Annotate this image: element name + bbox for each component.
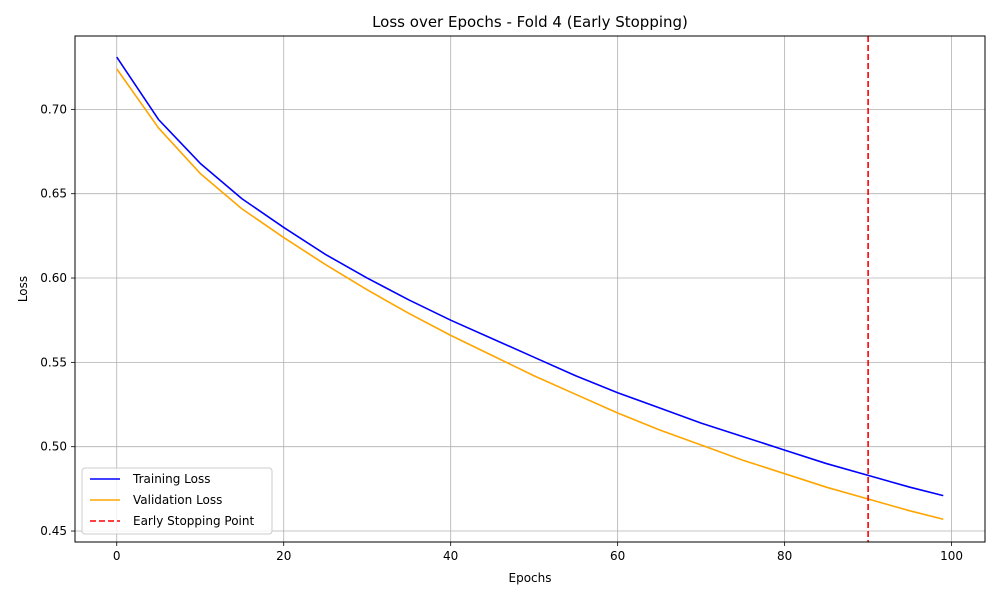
y-tick-label: 0.65 [40,187,67,201]
y-tick-label: 0.50 [40,440,67,454]
x-tick-label: 80 [777,549,792,563]
x-tick-label: 60 [610,549,625,563]
chart-title: Loss over Epochs - Fold 4 (Early Stoppin… [372,13,688,31]
x-tick-label: 100 [940,549,963,563]
tick-layer: 0 20 40 60 80 100 0.45 0.50 0.55 0.60 0.65 0.70 [40,102,963,563]
x-axis-label: Epochs [509,571,552,585]
plot-frame [74,35,986,543]
series-layer [116,56,944,521]
y-tick-label: 0.60 [40,271,67,285]
y-tick-label: 0.45 [40,524,67,538]
x-tick-label: 40 [443,549,458,563]
legend-label: Training Loss [132,472,210,486]
legend-label: Early Stopping Point [133,514,254,528]
grid-layer [75,36,985,542]
y-axis-label: Loss [16,276,30,302]
y-tick-label: 0.55 [40,355,67,369]
series-line-1 [116,68,944,521]
legend-label: Validation Loss [133,493,222,507]
x-tick-label: 0 [113,549,121,563]
legend: Training Loss Validation Loss Early Stoppi… [81,467,273,535]
x-tick-label: 20 [276,549,291,563]
series-line-0 [116,56,944,497]
y-tick-label: 0.70 [40,102,67,116]
legend-box [81,467,273,535]
